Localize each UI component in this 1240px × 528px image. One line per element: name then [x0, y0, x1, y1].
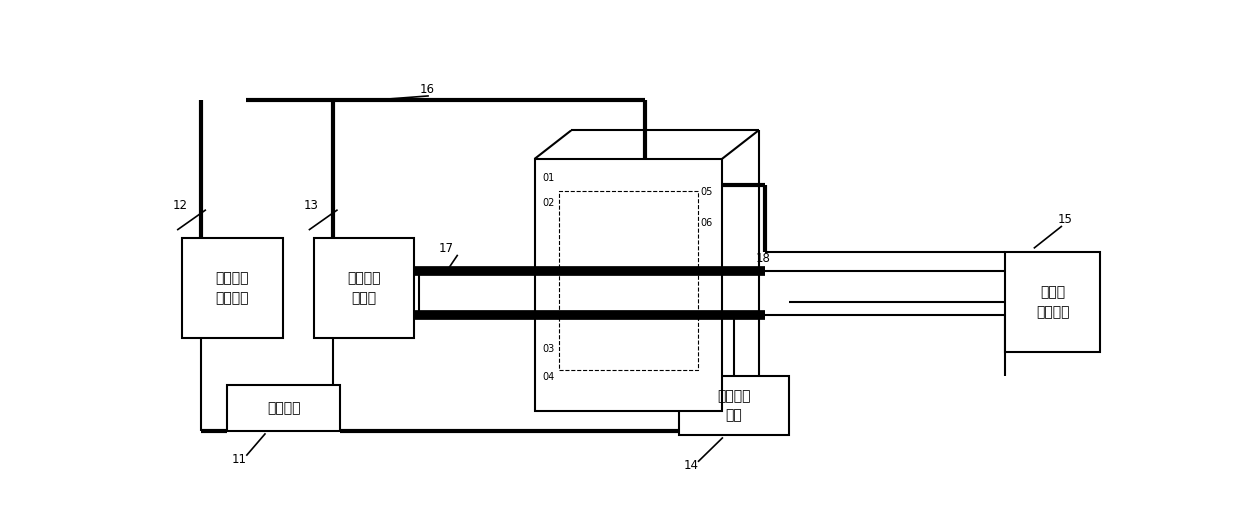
Text: 高压分压
器模块: 高压分压 器模块 [347, 271, 381, 305]
Text: 17: 17 [439, 242, 454, 255]
Text: 06: 06 [701, 218, 713, 228]
FancyBboxPatch shape [227, 384, 341, 431]
Text: 16: 16 [419, 83, 434, 96]
FancyBboxPatch shape [534, 159, 722, 411]
Text: 14: 14 [683, 459, 698, 472]
Text: 04: 04 [542, 372, 554, 382]
FancyBboxPatch shape [678, 376, 789, 436]
Text: 03: 03 [542, 344, 554, 354]
Text: 12: 12 [172, 199, 187, 212]
FancyBboxPatch shape [314, 238, 414, 338]
Text: 上位机
处理模块: 上位机 处理模块 [1035, 286, 1069, 319]
FancyBboxPatch shape [182, 238, 283, 338]
Text: 15: 15 [1058, 213, 1073, 226]
Text: 18: 18 [755, 252, 770, 265]
Text: 接地模块: 接地模块 [267, 401, 300, 415]
Text: 02: 02 [542, 197, 554, 208]
Text: 电流采集
模块: 电流采集 模块 [717, 389, 750, 422]
Text: 11: 11 [232, 453, 247, 466]
Text: 05: 05 [701, 187, 713, 197]
FancyBboxPatch shape [1006, 252, 1100, 352]
Text: 01: 01 [542, 173, 554, 183]
Text: 13: 13 [304, 199, 319, 212]
Text: 冲击电流
发生模块: 冲击电流 发生模块 [216, 271, 249, 305]
